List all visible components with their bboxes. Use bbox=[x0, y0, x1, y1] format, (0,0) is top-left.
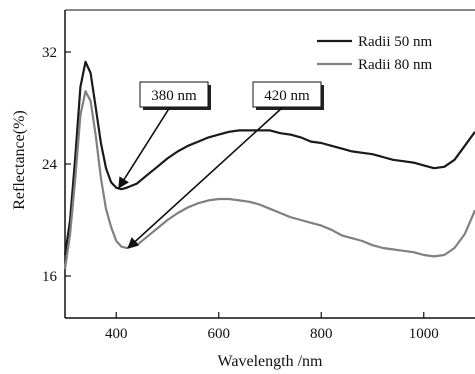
callout-label: 380 nm bbox=[151, 88, 197, 104]
callout-arrow bbox=[127, 106, 284, 249]
x-tick-label: 1000 bbox=[409, 326, 439, 342]
series-layer bbox=[63, 60, 475, 270]
callout-420-nm: 420 nm bbox=[127, 81, 324, 249]
series-line-radii-80nm bbox=[63, 90, 475, 270]
x-tick-label: 400 bbox=[105, 326, 128, 342]
legend-label-80nm: Radii 80 nm bbox=[358, 57, 432, 73]
ticks-layer: 400 600 800 1000 16 24 32 bbox=[42, 45, 439, 342]
callout-label: 420 nm bbox=[264, 88, 310, 104]
x-axis-title: Wavelength /nm bbox=[218, 353, 323, 370]
series-line-radii-50nm bbox=[63, 60, 475, 256]
annotation-layer: 380 nm 420 nm bbox=[118, 81, 324, 249]
legend: Radii 50 nm Radii 80 nm bbox=[317, 34, 432, 73]
y-tick-label: 16 bbox=[42, 269, 58, 285]
callout-arrow bbox=[118, 106, 171, 189]
y-tick-label: 32 bbox=[42, 45, 57, 61]
callout-380-nm: 380 nm bbox=[118, 81, 211, 189]
x-tick-label: 800 bbox=[310, 326, 333, 342]
x-tick-label: 600 bbox=[208, 326, 231, 342]
y-tick-label: 24 bbox=[42, 157, 58, 173]
legend-label-50nm: Radii 50 nm bbox=[358, 34, 432, 50]
y-axis-title: Reflectance(%) bbox=[11, 110, 28, 209]
